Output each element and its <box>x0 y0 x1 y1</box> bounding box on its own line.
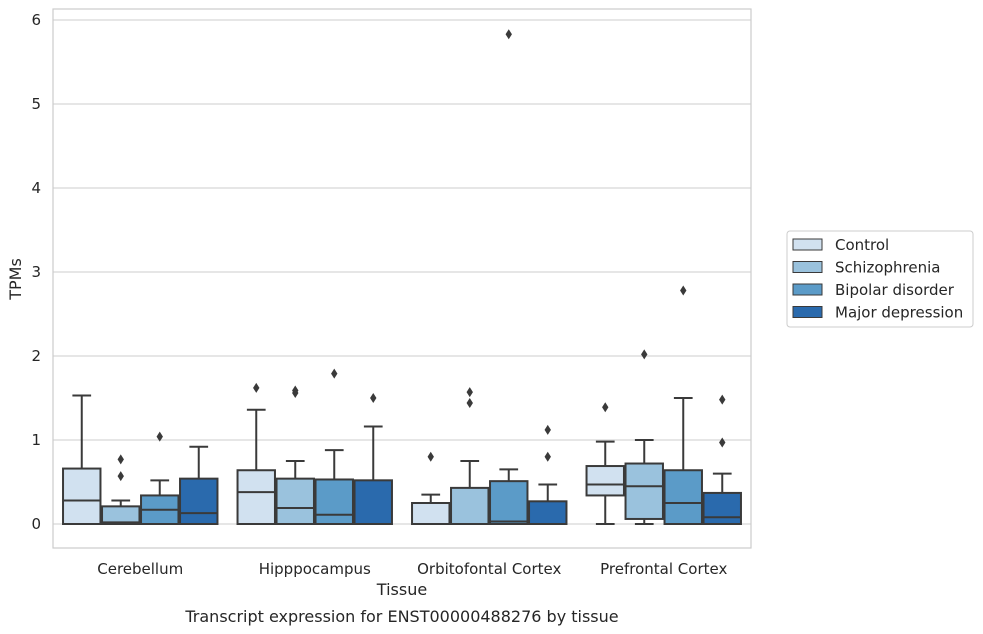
y-axis-label: TPMs <box>6 258 25 301</box>
outlier-point <box>641 349 648 360</box>
box-iqr <box>353 479 393 526</box>
outlier-point <box>680 285 687 296</box>
outlier-point <box>427 451 434 462</box>
legend-frame <box>786 230 974 328</box>
box-iqr <box>275 477 315 526</box>
y-tick-label: 5 <box>31 95 41 113</box>
box-iqr <box>702 491 742 526</box>
x-axis-label: Tissue <box>376 580 427 599</box>
box-glyph <box>101 454 141 525</box>
box-iqr <box>624 462 664 520</box>
x-tick-label: Prefrontal Cortex <box>600 560 727 578</box>
legend-label: Control <box>835 236 889 254</box>
legend-item: Control <box>792 236 889 254</box>
legend-label: Schizophrenia <box>835 259 940 277</box>
box-iqr <box>450 486 490 526</box>
box-glyph <box>585 402 625 525</box>
x-tick-label: Orbitofontal Cortex <box>417 560 561 578</box>
box-glyph <box>140 431 180 526</box>
box-iqr <box>62 467 102 525</box>
legend-item: Major depression <box>792 304 963 322</box>
y-tick-label: 1 <box>31 431 41 449</box>
box-iqr <box>411 502 451 525</box>
legend-label: Bipolar disorder <box>835 281 955 299</box>
outlier-point <box>466 387 473 398</box>
outlier-point <box>602 402 609 413</box>
box-iqr <box>663 469 703 525</box>
y-tick-label: 6 <box>31 11 41 29</box>
box-series-2 <box>101 349 664 526</box>
outlier-point <box>719 394 726 405</box>
box-glyph <box>489 29 529 526</box>
gridlines <box>53 19 751 525</box>
x-tick-label: Cerebellum <box>97 560 183 578</box>
box-series <box>62 29 742 526</box>
box-glyph <box>353 393 393 526</box>
x-tick-labels: Cerebellum Hipppocampus Orbitofontal Corte… <box>97 560 727 578</box>
plot-area-frame <box>52 8 752 549</box>
box-glyph <box>450 387 490 526</box>
outlier-point <box>117 471 124 482</box>
chart-caption: Transcript expression for ENST0000048827… <box>184 607 618 626</box>
box-series-1 <box>62 382 625 525</box>
legend-item: Bipolar disorder <box>792 281 955 299</box>
legend-swatch <box>792 261 823 273</box>
box-glyph <box>62 394 102 525</box>
box-glyph <box>275 385 315 526</box>
legend: Control Schizophrenia Bipolar disorder Majo… <box>786 230 974 328</box>
y-tick-label: 4 <box>31 179 41 197</box>
legend-label: Major depression <box>835 304 963 322</box>
legend-swatch <box>792 238 823 251</box>
outlier-point <box>156 431 163 442</box>
outlier-point <box>544 451 551 462</box>
box-iqr <box>101 505 141 525</box>
box-glyph <box>179 445 219 526</box>
outlier-point <box>466 398 473 409</box>
y-tick-label: 3 <box>31 263 41 281</box>
legend-item: Schizophrenia <box>792 259 940 277</box>
box-iqr <box>489 480 529 526</box>
box-iqr <box>585 465 625 497</box>
box-series-4 <box>179 393 742 526</box>
box-glyph <box>663 285 703 525</box>
outlier-point <box>719 437 726 448</box>
legend-items: Control Schizophrenia Bipolar disorder Majo… <box>792 236 963 322</box>
outlier-point <box>544 424 551 435</box>
box-glyph <box>528 424 568 526</box>
box-glyph <box>314 368 354 526</box>
outlier-point <box>253 382 260 393</box>
outlier-point <box>117 454 124 465</box>
y-tick-labels: 0 1 2 3 4 5 6 <box>31 11 41 533</box>
box-iqr <box>528 500 568 526</box>
box-iqr <box>179 477 219 526</box>
outlier-point <box>370 393 377 403</box>
y-tick-label: 0 <box>31 515 41 533</box>
box-glyph <box>236 382 276 525</box>
outlier-point <box>505 29 512 40</box>
legend-swatch <box>792 283 823 296</box>
box-iqr <box>314 478 354 526</box>
y-tick-label: 2 <box>31 347 41 365</box>
box-glyph <box>702 394 742 526</box>
outlier-point <box>331 368 338 379</box>
box-glyph <box>624 349 664 525</box>
x-tick-label: Hipppocampus <box>259 560 371 578</box>
box-glyph <box>411 451 451 525</box>
outlier-point <box>292 385 299 396</box>
box-series-3 <box>140 29 703 526</box>
legend-swatch <box>792 306 823 318</box>
box-iqr <box>236 469 276 525</box>
